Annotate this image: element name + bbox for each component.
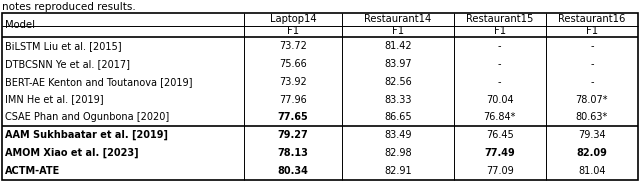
Text: 80.34: 80.34 [278, 166, 308, 176]
Text: BiLSTM Liu et al. [2015]: BiLSTM Liu et al. [2015] [5, 41, 122, 51]
Text: 79.34: 79.34 [578, 130, 605, 140]
Text: ACTM-ATE: ACTM-ATE [5, 166, 60, 176]
Text: F1: F1 [586, 27, 598, 37]
Text: CSAE Phan and Ogunbona [2020]: CSAE Phan and Ogunbona [2020] [5, 112, 169, 122]
Text: 82.56: 82.56 [384, 77, 412, 87]
Text: Restaurant16: Restaurant16 [558, 15, 625, 25]
Text: Laptop14: Laptop14 [269, 15, 316, 25]
Text: 82.09: 82.09 [577, 148, 607, 158]
Text: 83.97: 83.97 [384, 59, 412, 69]
Text: 82.98: 82.98 [384, 148, 412, 158]
Text: 73.72: 73.72 [279, 41, 307, 51]
Text: 81.42: 81.42 [384, 41, 412, 51]
Text: 79.27: 79.27 [278, 130, 308, 140]
Text: 82.91: 82.91 [384, 166, 412, 176]
Text: 86.65: 86.65 [384, 112, 412, 122]
Text: Model: Model [5, 20, 35, 30]
Text: 81.04: 81.04 [578, 166, 605, 176]
Text: 76.84*: 76.84* [483, 112, 516, 122]
Text: -: - [498, 77, 501, 87]
Text: 77.09: 77.09 [486, 166, 513, 176]
Text: Restaurant15: Restaurant15 [466, 15, 533, 25]
Text: 75.66: 75.66 [279, 59, 307, 69]
Text: DTBCSNN Ye et al. [2017]: DTBCSNN Ye et al. [2017] [5, 59, 130, 69]
Text: 78.13: 78.13 [278, 148, 308, 158]
Text: -: - [498, 59, 501, 69]
Text: -: - [590, 59, 594, 69]
Text: notes reproduced results.: notes reproduced results. [2, 2, 136, 12]
Text: 78.07*: 78.07* [575, 95, 608, 105]
Text: 83.49: 83.49 [384, 130, 412, 140]
Text: 76.45: 76.45 [486, 130, 513, 140]
Text: -: - [590, 77, 594, 87]
Text: F1: F1 [392, 27, 404, 37]
Text: F1: F1 [287, 27, 299, 37]
Text: 73.92: 73.92 [279, 77, 307, 87]
Text: 70.04: 70.04 [486, 95, 513, 105]
Text: BERT-AE Kenton and Toutanova [2019]: BERT-AE Kenton and Toutanova [2019] [5, 77, 193, 87]
Text: AAM Sukhbaatar et al. [2019]: AAM Sukhbaatar et al. [2019] [5, 130, 168, 141]
Text: 77.96: 77.96 [279, 95, 307, 105]
Text: IMN He et al. [2019]: IMN He et al. [2019] [5, 95, 104, 105]
Text: -: - [498, 41, 501, 51]
Text: 80.63*: 80.63* [576, 112, 608, 122]
Text: 77.49: 77.49 [484, 148, 515, 158]
Text: -: - [590, 41, 594, 51]
Text: 83.33: 83.33 [384, 95, 412, 105]
Text: F1: F1 [493, 27, 506, 37]
Text: AMOM Xiao et al. [2023]: AMOM Xiao et al. [2023] [5, 148, 139, 158]
Text: Restaurant14: Restaurant14 [364, 15, 431, 25]
Text: 77.65: 77.65 [278, 112, 308, 122]
